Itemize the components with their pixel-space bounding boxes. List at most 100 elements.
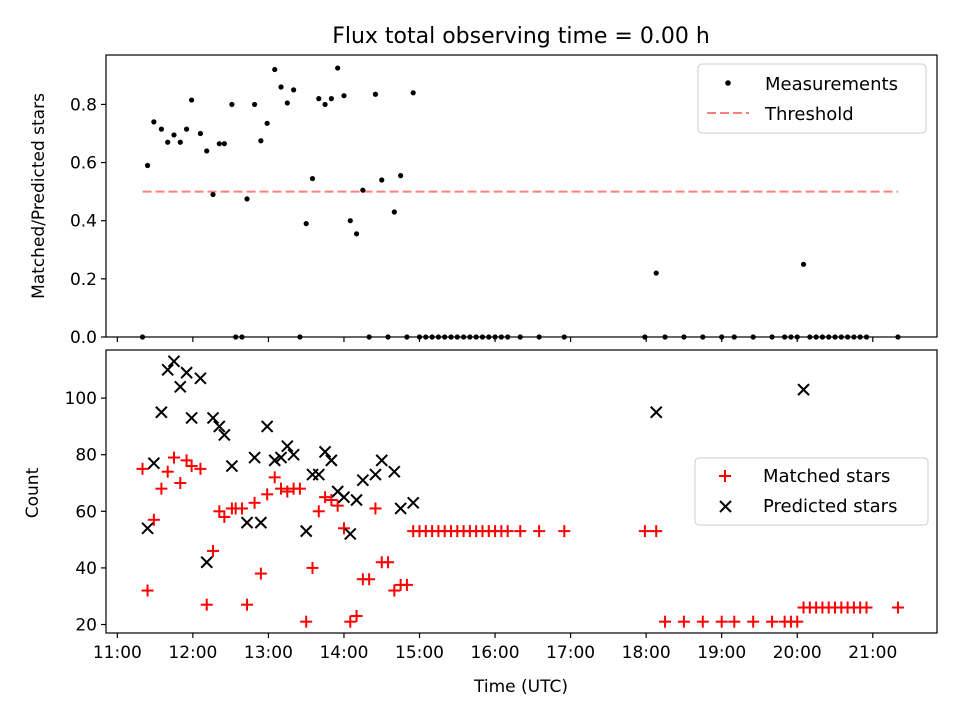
top-legend: Measurements Threshold — [697, 63, 927, 134]
measurement-point — [653, 270, 659, 276]
predicted-star-point — [141, 522, 154, 535]
top-y-tick-label: 0.4 — [70, 212, 97, 232]
predicted-star-point — [206, 411, 220, 425]
measurement-point — [454, 334, 460, 340]
top-y-tick-label: 0.6 — [70, 154, 97, 174]
matched-star-point — [241, 598, 254, 611]
x-tick-label: 16:00 — [471, 643, 520, 663]
matched-star-point — [325, 493, 338, 506]
predicted-star-point — [213, 420, 226, 433]
measurement-point — [398, 173, 404, 179]
measurement-point — [353, 231, 360, 237]
matched-star-point — [147, 513, 160, 526]
measurement-point — [258, 138, 264, 144]
matched-star-point — [766, 615, 779, 628]
measurement-point — [210, 191, 216, 198]
bottom-y-tick-label: 100 — [65, 389, 97, 409]
measurement-point — [347, 218, 353, 224]
measurement-point — [851, 334, 857, 340]
measurement-point — [642, 334, 648, 340]
measurement-point — [700, 334, 706, 340]
matched-star-point — [363, 573, 376, 586]
predicted-star-point — [312, 468, 325, 481]
measurement-point — [788, 334, 794, 340]
matched-star-point — [207, 544, 220, 557]
legend-threshold-label: Threshold — [764, 104, 854, 125]
matched-star-point — [248, 496, 261, 509]
matched-star-point — [659, 615, 672, 628]
matched-star-point — [696, 615, 709, 628]
matched-star-point — [275, 482, 288, 495]
predicted-star-point — [281, 440, 294, 453]
legend-measurements-label: Measurements — [765, 74, 898, 95]
predicted-star-point — [274, 451, 288, 464]
matched-star-point — [558, 525, 571, 538]
x-tick-label: 12:00 — [168, 643, 217, 663]
top-y-tick-label: 0.0 — [70, 328, 97, 348]
measurement-point — [183, 126, 190, 132]
measurement-point — [857, 334, 863, 340]
predicted-star-point — [369, 468, 382, 481]
top-y-axis-label: Matched/Predicted stars — [29, 93, 49, 299]
measurement-point — [423, 334, 429, 340]
predicted-star-point — [254, 516, 268, 529]
matched-star-point — [200, 598, 213, 611]
measurement-point — [681, 334, 687, 340]
matched-star-point — [213, 505, 226, 518]
predicted-star-point — [240, 516, 254, 529]
measurement-point — [731, 334, 737, 340]
matched-star-point — [136, 462, 149, 475]
matched-star-point — [261, 488, 274, 501]
measurement-point — [561, 334, 567, 340]
matched-star-point — [141, 584, 154, 597]
measurement-point — [171, 132, 177, 138]
measurements-legend-marker — [725, 80, 731, 86]
measurement-point — [517, 334, 523, 340]
measurement-point — [807, 334, 813, 340]
predicted-star-point — [287, 448, 300, 461]
measurement-point — [467, 334, 473, 340]
top-legend-frame — [697, 63, 927, 134]
measurement-point — [366, 334, 372, 340]
predicted-star-point — [268, 454, 281, 467]
x-axis-label: Time (UTC) — [473, 677, 568, 697]
measurement-point — [404, 334, 410, 340]
predicted-star-point — [407, 496, 420, 510]
predicted-star-point — [350, 493, 363, 507]
measurement-point — [322, 101, 328, 108]
measurement-point — [341, 93, 347, 99]
measurement-point — [239, 334, 245, 340]
predicted-star-point — [185, 411, 198, 425]
measurement-point — [221, 141, 227, 147]
matched-star-point — [312, 505, 325, 518]
measurement-point — [536, 334, 542, 340]
predicted-star-point — [388, 465, 401, 478]
measurement-point — [335, 65, 341, 71]
x-tick-label: 18:00 — [622, 643, 671, 663]
measurement-point — [204, 148, 210, 154]
predicted-star-point — [194, 372, 207, 385]
measurement-point — [189, 97, 195, 103]
bottom-y-tick-label: 80 — [75, 446, 97, 466]
legend-predicted-label: Predicted stars — [763, 496, 897, 517]
matched-star-point — [501, 525, 514, 538]
matched-star-point — [281, 485, 294, 498]
matched-star-point — [388, 584, 401, 597]
matched-star-point — [337, 522, 350, 535]
matched-legend-marker — [719, 470, 731, 482]
bottom-y-tick-label: 20 — [75, 616, 97, 636]
measurement-point — [360, 187, 366, 193]
top-y-tick-label: 0.8 — [70, 95, 97, 115]
matched-star-point — [728, 615, 741, 628]
bottom-legend-frame — [694, 457, 929, 526]
matched-star-point — [350, 610, 363, 623]
x-tick-label: 21:00 — [848, 643, 897, 663]
matched-star-point — [891, 601, 904, 614]
measurement-point — [505, 334, 511, 340]
measurement-point — [473, 334, 479, 340]
predicted-star-point — [299, 524, 313, 538]
measurement-point — [328, 96, 334, 102]
predicted-star-point — [650, 406, 663, 419]
measurement-point — [813, 334, 819, 340]
